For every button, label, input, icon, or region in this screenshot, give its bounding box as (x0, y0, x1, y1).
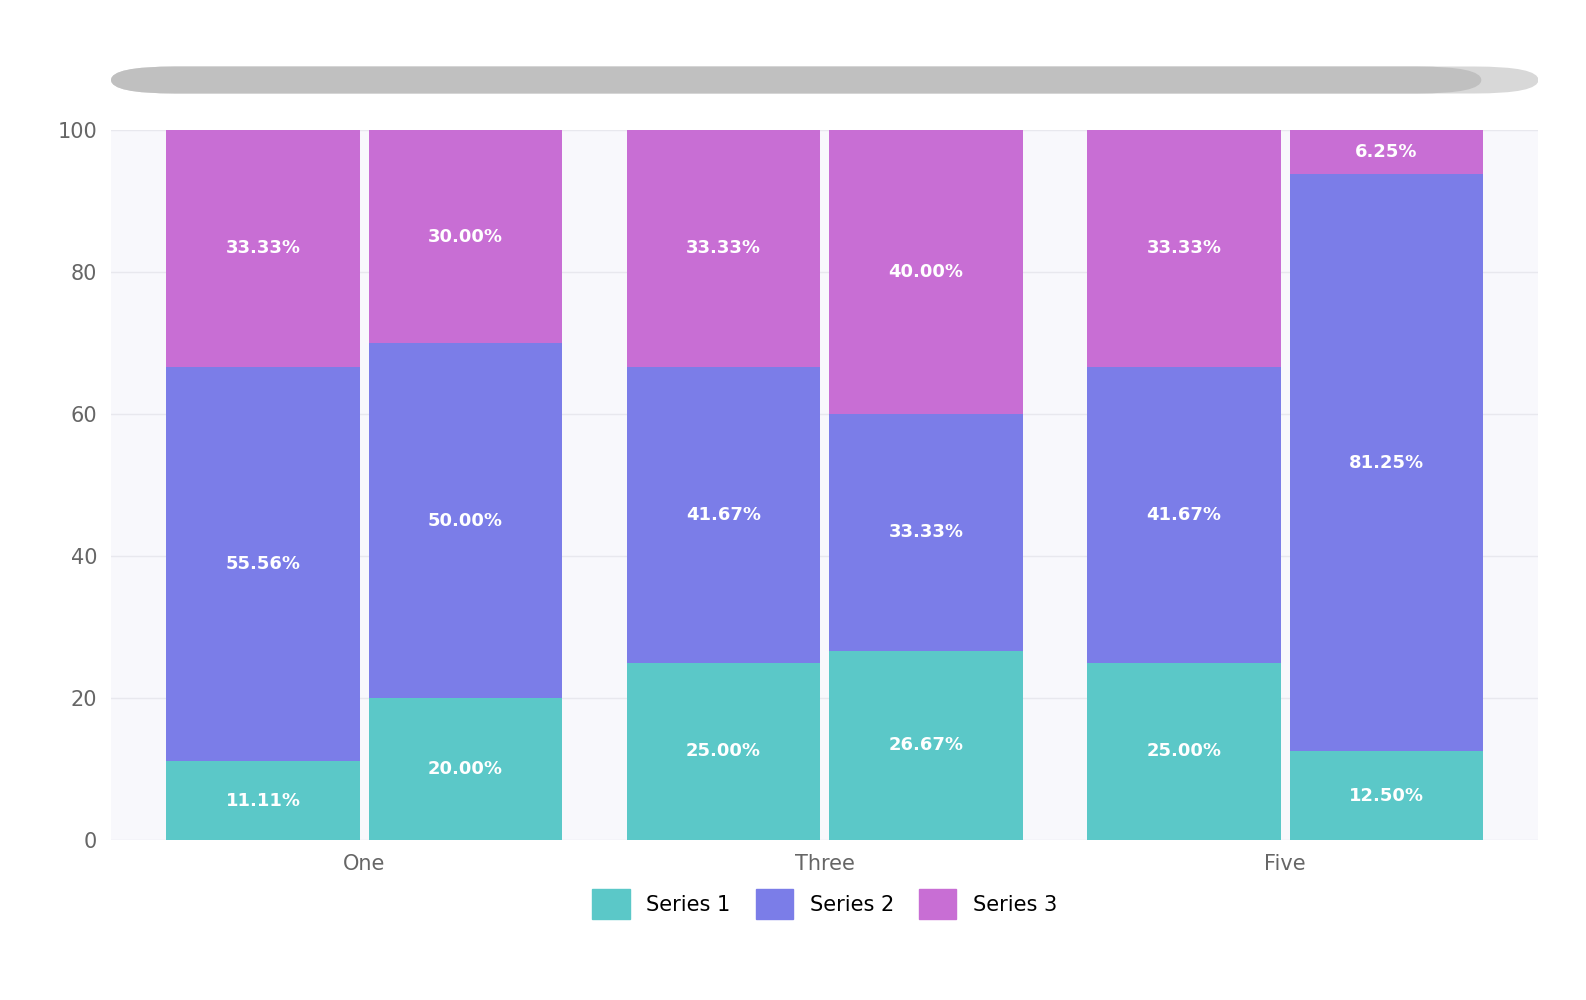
Text: 41.67%: 41.67% (685, 506, 761, 524)
Text: 50.00%: 50.00% (428, 512, 503, 530)
Bar (167, 761, 360, 840)
Bar (167, 367, 360, 761)
Bar (829, 130, 1023, 414)
FancyBboxPatch shape (111, 66, 1481, 94)
Bar (1086, 662, 1280, 840)
Text: 41.67%: 41.67% (1147, 506, 1221, 524)
Bar (1289, 751, 1483, 840)
Text: 33.33%: 33.33% (888, 523, 964, 541)
Text: 25.00%: 25.00% (685, 742, 761, 760)
Bar (626, 367, 820, 662)
Text: 33.33%: 33.33% (225, 239, 300, 257)
Bar (626, 130, 820, 367)
Text: 33.33%: 33.33% (685, 239, 761, 257)
Bar (167, 130, 360, 367)
Text: 33.33%: 33.33% (1147, 239, 1221, 257)
Text: 6.25%: 6.25% (1354, 143, 1418, 161)
FancyBboxPatch shape (111, 66, 1538, 94)
Text: 81.25%: 81.25% (1350, 454, 1424, 472)
Bar (1086, 367, 1280, 662)
Bar (829, 651, 1023, 840)
Text: 25.00%: 25.00% (1147, 742, 1221, 760)
Bar (370, 130, 563, 343)
Bar (370, 343, 563, 698)
Bar (1289, 130, 1483, 174)
Text: 26.67%: 26.67% (888, 736, 964, 754)
Text: 11.11%: 11.11% (225, 792, 300, 810)
Bar (1289, 174, 1483, 751)
Text: 55.56%: 55.56% (225, 555, 300, 573)
Text: 20.00%: 20.00% (428, 760, 503, 778)
Text: 30.00%: 30.00% (428, 228, 503, 245)
Bar (626, 662, 820, 840)
Legend: Series 1, Series 2, Series 3: Series 1, Series 2, Series 3 (582, 879, 1067, 929)
Text: 12.50%: 12.50% (1350, 787, 1424, 805)
Bar (370, 698, 563, 840)
Bar (829, 414, 1023, 651)
Text: 40.00%: 40.00% (888, 263, 964, 281)
Bar (1086, 130, 1280, 367)
